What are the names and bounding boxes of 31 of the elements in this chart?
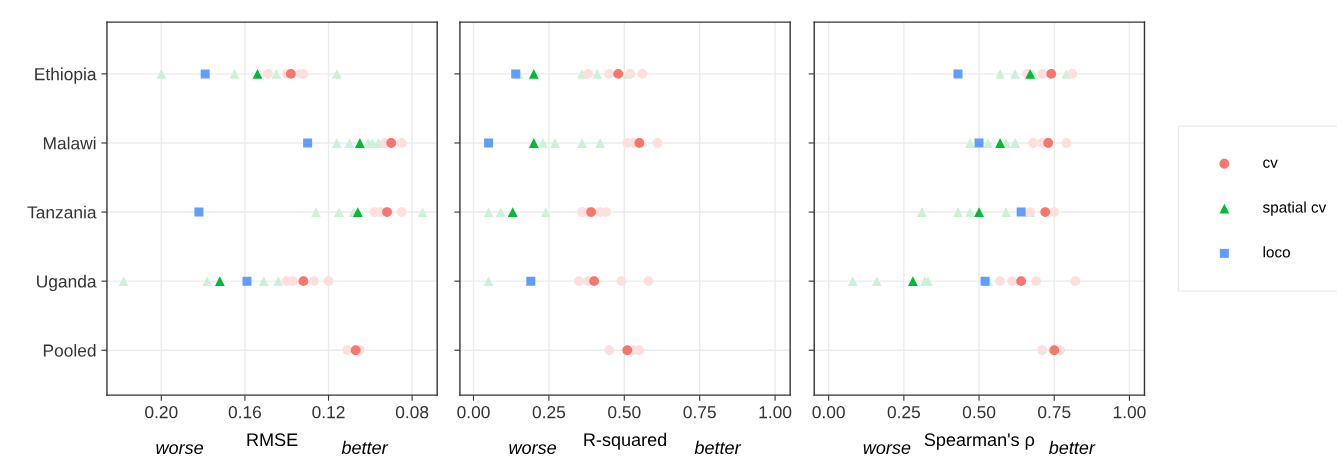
text: worse bbox=[863, 444, 911, 455]
x-tick-label: 0.08 bbox=[395, 406, 429, 419]
text: better bbox=[1048, 440, 1096, 455]
x-tick-label: 1.00 bbox=[1113, 406, 1146, 419]
x-tick-label: 0.75 bbox=[683, 406, 716, 419]
x-tick-label: 0.00 bbox=[812, 406, 845, 419]
x-tick-label: 0.16 bbox=[228, 406, 262, 419]
x-tick-label: 0.12 bbox=[312, 406, 345, 419]
x-tick-label: 0.20 bbox=[145, 406, 178, 419]
x-tick-label: 0.50 bbox=[962, 406, 996, 419]
x-tick-label: 0.25 bbox=[532, 406, 566, 419]
text: better bbox=[694, 440, 742, 455]
x-axis-title: Spearman's ρ bbox=[924, 433, 1035, 450]
x-axis-title: RMSE bbox=[247, 433, 298, 447]
text: better bbox=[341, 440, 389, 455]
x-axis-title: R-squared bbox=[584, 432, 667, 450]
y-tick-label: Pooled bbox=[43, 343, 96, 357]
text: worse bbox=[509, 444, 556, 455]
legend-label: cv bbox=[1263, 159, 1278, 168]
y-tick-label: Malawi bbox=[43, 136, 96, 150]
legend-label: spatial cv bbox=[1262, 201, 1327, 216]
y-tick-label: Ethiopia bbox=[35, 67, 97, 84]
y-tick-label: Tanzania bbox=[27, 205, 97, 219]
legend-label: loco bbox=[1263, 246, 1290, 258]
x-tick-label: 0.75 bbox=[1038, 406, 1071, 419]
text: worse bbox=[156, 444, 204, 455]
x-tick-label: 0.25 bbox=[887, 406, 921, 419]
y-tick-label: Uganda bbox=[37, 274, 97, 292]
x-tick-label: 0.50 bbox=[608, 406, 641, 419]
x-tick-label: 1.00 bbox=[759, 406, 792, 419]
x-tick-label: 0.00 bbox=[457, 406, 490, 419]
